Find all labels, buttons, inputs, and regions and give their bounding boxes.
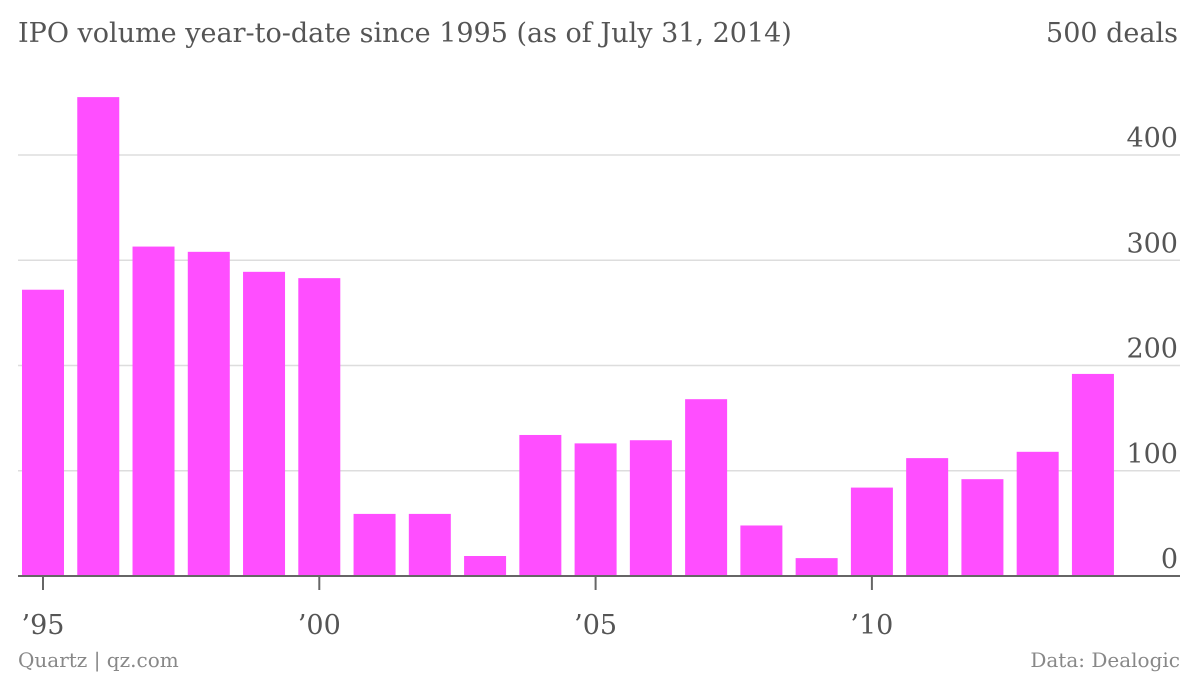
y-tick-label-400: 400 <box>1126 123 1178 154</box>
bars <box>22 97 1114 577</box>
bar-2009 <box>795 558 838 576</box>
x-tick-label-2005: ’05 <box>574 610 617 641</box>
y-tick-label-100: 100 <box>1126 439 1178 470</box>
x-axis-ticks: ’95 ’00 ’05 ’10 <box>18 575 1180 641</box>
y-tick-label-300: 300 <box>1126 228 1178 259</box>
bar-2014 <box>1071 373 1114 576</box>
y-axis-top-label: 500 deals <box>1046 18 1178 49</box>
bar-2008 <box>740 525 783 576</box>
bar-1997 <box>132 246 175 576</box>
y-tick-label-0: 0 <box>1161 544 1178 575</box>
bar-2006 <box>629 440 672 576</box>
bar-1995 <box>22 289 64 576</box>
x-tick-label-2000: ’00 <box>298 610 341 641</box>
bar-2007 <box>685 399 728 576</box>
bar-2005 <box>574 443 617 576</box>
bar-1998 <box>187 251 230 576</box>
chart-title: IPO volume year-to-date since 1995 (as o… <box>18 18 792 49</box>
x-tick-label-2010: ’10 <box>850 610 893 641</box>
bar-2013 <box>1016 451 1059 576</box>
bar-2003 <box>464 556 507 576</box>
data-source: Data: Dealogic <box>1030 648 1180 672</box>
bar-2000 <box>298 278 341 576</box>
x-tick-label-1995: ’95 <box>22 610 65 641</box>
bar-2011 <box>906 458 949 576</box>
y-tick-labels: 0 100 200 300 400 <box>1126 123 1178 575</box>
bar-1999 <box>243 271 286 576</box>
bar-2004 <box>519 434 562 576</box>
source-credit: Quartz | qz.com <box>18 648 179 673</box>
bar-1996 <box>77 97 120 577</box>
y-tick-label-200: 200 <box>1126 334 1178 365</box>
bar-2010 <box>850 487 893 576</box>
bar-2002 <box>408 513 451 576</box>
bar-2012 <box>961 479 1004 576</box>
bar-2001 <box>353 513 396 576</box>
